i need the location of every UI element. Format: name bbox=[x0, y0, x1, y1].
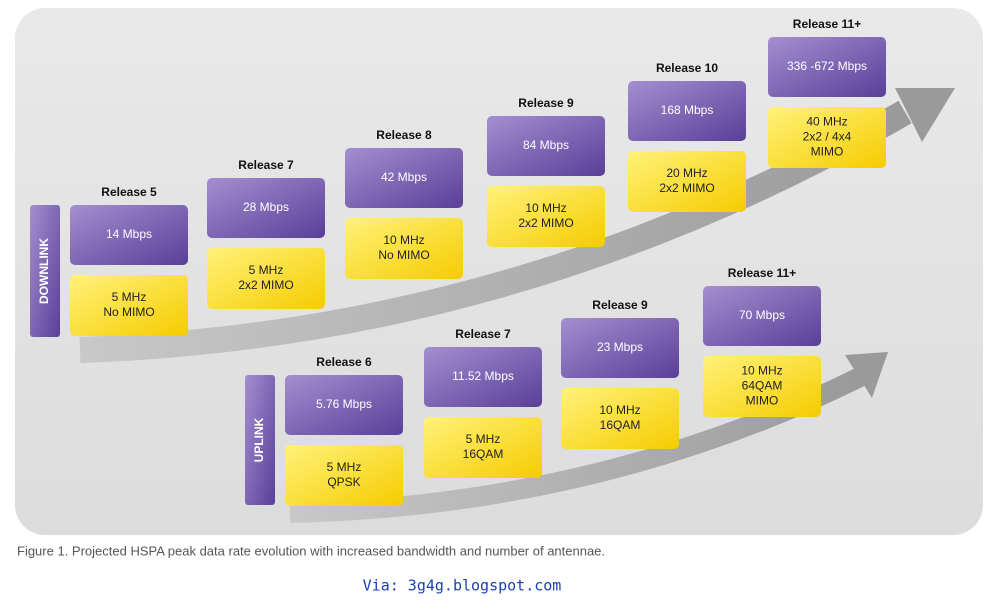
config-text: 40 MHz bbox=[806, 115, 847, 129]
rate-text: 168 Mbps bbox=[661, 103, 714, 117]
rate-text: 70 Mbps bbox=[739, 308, 785, 322]
config-box bbox=[561, 388, 679, 449]
rate-box bbox=[424, 347, 542, 407]
direction-bar bbox=[245, 375, 275, 505]
rate-text: 23 Mbps bbox=[597, 340, 643, 354]
direction-label: UPLINK bbox=[252, 417, 266, 462]
release-label: Release 5 bbox=[101, 185, 157, 199]
downlink-arrowhead bbox=[895, 88, 955, 142]
rate-box bbox=[703, 286, 821, 346]
release-label: Release 9 bbox=[592, 298, 648, 312]
downlink-arrow bbox=[79, 100, 912, 363]
config-text: 10 MHz bbox=[741, 364, 782, 378]
config-text: QPSK bbox=[327, 475, 360, 489]
rate-text: 14 Mbps bbox=[106, 227, 152, 241]
rate-text: 28 Mbps bbox=[243, 200, 289, 214]
config-text: MIMO bbox=[746, 394, 779, 408]
config-text: 16QAM bbox=[463, 447, 504, 461]
release-label: Release 7 bbox=[455, 327, 511, 341]
rate-box bbox=[345, 148, 463, 208]
config-box bbox=[285, 445, 403, 506]
config-text: 5 MHz bbox=[327, 460, 362, 474]
rate-text: 336 -672 Mbps bbox=[787, 59, 867, 73]
release-label: Release 7 bbox=[238, 158, 294, 172]
config-box bbox=[345, 218, 463, 279]
rate-box bbox=[561, 318, 679, 378]
rate-text: 84 Mbps bbox=[523, 138, 569, 152]
config-text: MIMO bbox=[811, 145, 844, 159]
config-text: 16QAM bbox=[600, 418, 641, 432]
config-box bbox=[70, 275, 188, 336]
direction-bar bbox=[30, 205, 60, 337]
config-text: No MIMO bbox=[378, 248, 429, 262]
uplink-arrowhead bbox=[845, 352, 888, 398]
rate-box bbox=[628, 81, 746, 141]
config-text: 10 MHz bbox=[525, 201, 566, 215]
config-text: 20 MHz bbox=[666, 166, 707, 180]
release-label: Release 9 bbox=[518, 96, 574, 110]
config-text: 2x2 MIMO bbox=[659, 181, 714, 195]
config-box bbox=[628, 151, 746, 212]
direction-label: DOWNLINK bbox=[37, 238, 51, 304]
config-box bbox=[703, 356, 821, 417]
config-text: 10 MHz bbox=[383, 233, 424, 247]
config-text: 5 MHz bbox=[466, 432, 501, 446]
rate-box bbox=[207, 178, 325, 238]
config-text: 5 MHz bbox=[112, 290, 147, 304]
config-text: 5 MHz bbox=[249, 263, 284, 277]
config-box bbox=[768, 107, 886, 168]
config-text: 64QAM bbox=[742, 379, 783, 393]
release-label: Release 8 bbox=[376, 128, 432, 142]
release-label: Release 6 bbox=[316, 355, 372, 369]
rate-text: 42 Mbps bbox=[381, 170, 427, 184]
rate-box bbox=[487, 116, 605, 176]
via-credit: Via: 3g4g.blogspot.com bbox=[363, 577, 562, 595]
config-box bbox=[424, 417, 542, 478]
caption: Figure 1. Projected HSPA peak data rate … bbox=[17, 543, 605, 558]
config-text: 2x2 MIMO bbox=[238, 278, 293, 292]
config-text: 10 MHz bbox=[599, 403, 640, 417]
config-text: 2x2 MIMO bbox=[518, 216, 573, 230]
config-box bbox=[487, 186, 605, 247]
config-text: 2x2 / 4x4 bbox=[803, 130, 852, 144]
rate-box bbox=[768, 37, 886, 97]
rate-text: 11.52 Mbps bbox=[452, 369, 514, 383]
rate-box bbox=[285, 375, 403, 435]
release-label: Release 11+ bbox=[728, 266, 796, 280]
config-box bbox=[207, 248, 325, 309]
rate-box bbox=[70, 205, 188, 265]
config-text: No MIMO bbox=[103, 305, 154, 319]
rate-text: 5.76 Mbps bbox=[316, 397, 372, 411]
release-label: Release 11+ bbox=[793, 17, 861, 31]
release-label: Release 10 bbox=[656, 61, 718, 75]
